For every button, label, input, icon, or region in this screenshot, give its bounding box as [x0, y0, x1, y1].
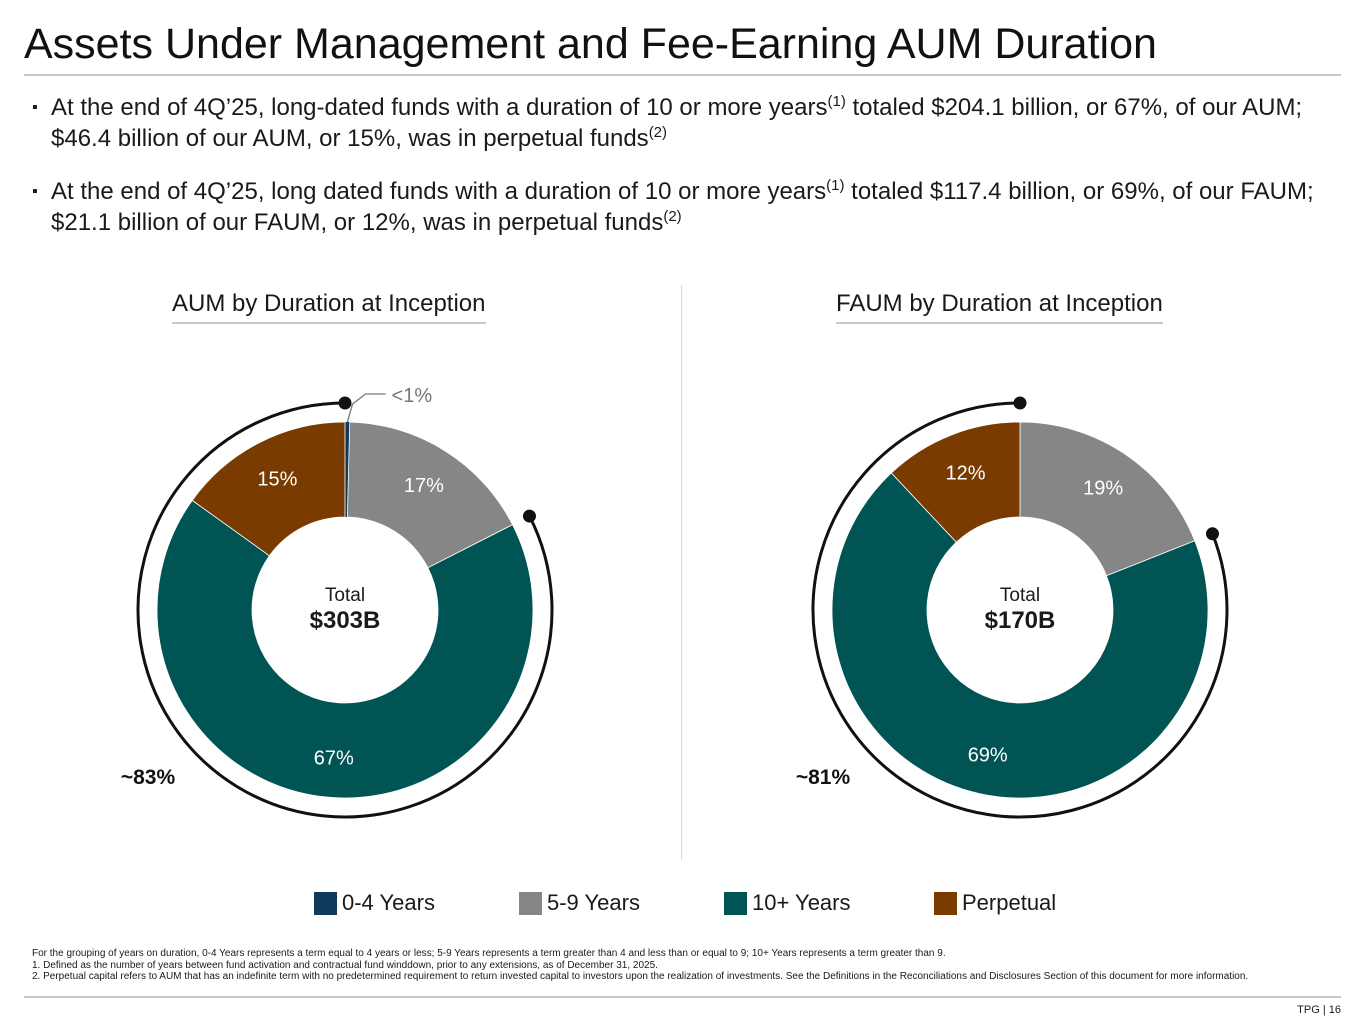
bullet-list: ▪ At the end of 4Q’25, long-dated funds w…	[32, 92, 1342, 260]
legend-swatch	[519, 891, 542, 915]
legend-label: Perpetual	[962, 890, 1057, 915]
center-label: Total	[325, 585, 365, 606]
footnote-2: 2. Perpetual capital refers to AUM that …	[32, 971, 1249, 982]
legend-label: 10+ Years	[752, 890, 851, 915]
donut-slice-5-9-years	[1019, 421, 1196, 577]
bracket-arc	[136, 401, 554, 819]
page-title: Assets Under Management and Fee-Earning …	[24, 20, 1157, 68]
donut-slice-perpetual	[191, 421, 346, 557]
chart-divider	[681, 285, 682, 860]
donut-slice-perpetual	[890, 421, 1021, 543]
aum-chart-title: AUM by Duration at Inception	[172, 290, 486, 324]
data-label: 17%	[404, 475, 444, 497]
bullet-text: totaled $117.4 billion, or 69%, of our F…	[51, 178, 1314, 236]
legend-item-10-plus-years: 10+ Years	[724, 890, 850, 916]
faum-chart-title: FAUM by Duration at Inception	[836, 290, 1163, 324]
footnote-ref: (1)	[826, 177, 845, 194]
center-label: Total	[1000, 585, 1040, 606]
bracket-end-dot	[522, 509, 536, 523]
data-label: 15%	[257, 468, 297, 490]
legend-item-0-4-years: 0-4 Years	[314, 890, 435, 916]
bracket-end-dot	[338, 396, 352, 410]
footnote-1: 1. Defined as the number of years betwee…	[32, 959, 658, 971]
legend-swatch	[934, 891, 957, 915]
footnote-ref: (2)	[648, 124, 668, 141]
data-label: 67%	[314, 748, 354, 770]
callout-line	[346, 393, 386, 423]
data-label: 69%	[968, 744, 1008, 766]
bracket-label: ~81%	[796, 766, 851, 789]
bullet-text: At the end of 4Q’25, long dated funds wi…	[51, 178, 827, 205]
legend-item-5-9-years: 5-9 Years	[519, 890, 640, 916]
bullet-text: totaled $204.1 billion, or 67%, of our A…	[51, 94, 1303, 152]
bracket-end-dot	[1205, 527, 1219, 541]
bullet-mark: ▪	[32, 183, 38, 200]
donut-slice-10-plus-years	[831, 472, 1209, 799]
center-value: $303B	[310, 607, 381, 634]
footnote-definition: For the grouping of years on duration, 0…	[32, 948, 946, 959]
data-label: <1%	[392, 385, 433, 407]
center-value: $170B	[985, 607, 1056, 634]
bracket-label: ~83%	[121, 766, 176, 789]
legend: 0-4 Years 5-9 Years 10+ Years Perpetual	[0, 890, 1365, 920]
bracket-end-dot	[1013, 396, 1027, 410]
bullet-aum: ▪ At the end of 4Q’25, long-dated funds w…	[32, 92, 1342, 154]
donut-slice-5-9-years	[346, 421, 514, 569]
legend-item-perpetual: Perpetual	[934, 890, 1056, 916]
bracket-arc	[811, 401, 1229, 819]
data-label: 12%	[946, 462, 986, 484]
legend-swatch	[314, 891, 337, 915]
legend-label: 5-9 Years	[547, 890, 640, 915]
bullet-mark: ▪	[32, 99, 38, 116]
donut-slice-0-4-years	[345, 422, 350, 518]
footnote-ref: (1)	[827, 93, 846, 110]
data-label: 19%	[1083, 478, 1123, 500]
page-number: TPG | 16	[1297, 1004, 1341, 1016]
donut-slice-10-plus-years	[156, 499, 534, 799]
legend-swatch	[724, 891, 747, 915]
footnotes: For the grouping of years on duration, 0…	[32, 948, 1332, 983]
bullet-faum: ▪ At the end of 4Q’25, long dated funds w…	[32, 176, 1342, 238]
footnote-ref: (2)	[663, 208, 682, 225]
title-rule	[24, 74, 1341, 76]
footer-rule	[24, 996, 1341, 998]
legend-label: 0-4 Years	[342, 890, 435, 915]
bullet-text: At the end of 4Q’25, long-dated funds wi…	[51, 94, 828, 121]
